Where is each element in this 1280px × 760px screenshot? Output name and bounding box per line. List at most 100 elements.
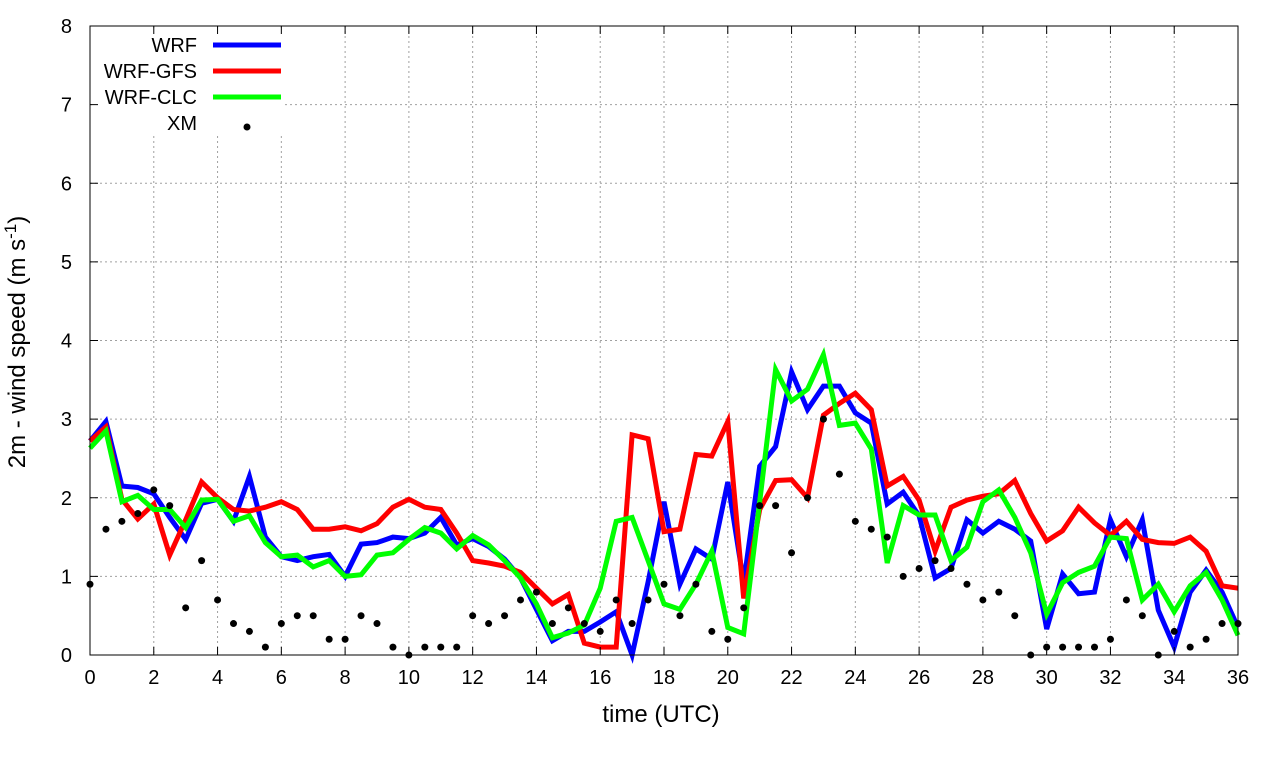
data-point-xm <box>772 502 780 510</box>
series-line-wrf-clc <box>88 346 1241 641</box>
x-tick-label: 28 <box>972 667 994 689</box>
data-point-xm <box>1186 643 1194 651</box>
x-tick-label: 4 <box>212 667 223 689</box>
legend-label-wrf-gfs: WRF-GFS <box>104 61 197 83</box>
series-layer <box>86 346 1242 664</box>
x-tick-label: 30 <box>1036 667 1058 689</box>
data-point-xm <box>293 612 301 620</box>
y-tick-label: 8 <box>61 16 72 38</box>
data-point-xm <box>644 596 652 604</box>
x-tick-label: 36 <box>1227 667 1249 689</box>
x-tick-label: 8 <box>340 667 351 689</box>
data-point-xm <box>1075 643 1083 651</box>
data-point-xm <box>437 643 445 651</box>
data-point-xm <box>756 502 764 510</box>
data-point-xm <box>1059 643 1067 651</box>
data-point-xm <box>788 549 796 557</box>
data-point-xm <box>867 525 875 533</box>
legend: WRF WRF-GFS WRF-CLC XM <box>92 28 282 136</box>
data-point-xm <box>1138 612 1146 620</box>
data-point-xm <box>979 596 987 604</box>
data-point-xm <box>628 620 636 628</box>
x-tick-label: 20 <box>717 667 739 689</box>
data-point-xm <box>309 612 317 620</box>
x-tick-label: 12 <box>462 667 484 689</box>
data-point-xm <box>995 588 1003 596</box>
data-point-xm <box>150 486 158 494</box>
data-point-xm <box>453 643 461 651</box>
data-point-xm <box>118 517 126 525</box>
y-tick-label: 5 <box>61 252 72 274</box>
data-point-xm <box>660 580 668 588</box>
data-point-xm <box>214 596 222 604</box>
legend-label-wrf: WRF <box>151 35 197 57</box>
x-tick-label: 26 <box>908 667 930 689</box>
y-axis-title: 2m - wind speed (m s-1) <box>1 216 31 469</box>
data-point-xm <box>1218 620 1226 628</box>
data-point-xm <box>230 620 237 628</box>
grid <box>90 26 1238 655</box>
y-axis-title-close: ) <box>4 216 31 224</box>
data-point-xm <box>676 612 684 620</box>
data-point-xm <box>261 643 269 651</box>
x-axis-title: time (UTC) <box>602 701 719 728</box>
data-point-xm <box>1011 612 1019 620</box>
y-tick-label: 7 <box>61 95 72 117</box>
x-tick-label: 6 <box>276 667 287 689</box>
data-point-xm <box>804 494 811 502</box>
y-tick-label: 6 <box>61 173 72 195</box>
x-tick-label: 22 <box>780 667 802 689</box>
y-tick-label: 4 <box>61 331 72 353</box>
data-point-xm <box>883 533 891 541</box>
data-point-xm <box>740 604 748 612</box>
data-point-xm <box>1170 627 1178 635</box>
legend-label-wrf-clc: WRF-CLC <box>105 87 197 109</box>
data-point-xm <box>1122 596 1130 604</box>
data-point-xm <box>134 509 142 517</box>
data-point-xm <box>851 517 859 525</box>
data-point-xm <box>373 620 381 628</box>
data-point-xm <box>708 627 716 635</box>
data-point-xm <box>469 612 477 620</box>
x-tick-label: 2 <box>148 667 159 689</box>
data-point-xm <box>389 643 397 651</box>
x-tick-label: 16 <box>589 667 611 689</box>
data-point-xm <box>485 620 493 628</box>
legend-label-xm: XM <box>167 113 197 135</box>
data-point-xm <box>341 635 349 643</box>
data-point-xm <box>532 588 540 596</box>
y-axis-title-main: 2m - wind speed (m s <box>4 239 31 468</box>
x-tick-label: 0 <box>84 667 95 689</box>
data-point-xm <box>947 565 955 573</box>
series-line-wrf-gfs <box>88 389 1239 650</box>
data-point-xm <box>915 565 923 573</box>
data-point-xm <box>899 572 907 580</box>
x-tick-label: 34 <box>1163 667 1185 689</box>
data-point-xm <box>1202 635 1210 643</box>
data-point-xm <box>182 604 190 612</box>
data-point-xm <box>1106 635 1114 643</box>
data-point-xm <box>501 612 509 620</box>
data-point-xm <box>198 557 206 565</box>
y-axis-title-superscript: -1 <box>1 224 20 239</box>
legend-swatch-xm <box>243 123 251 131</box>
data-point-xm <box>166 502 174 510</box>
axis-ticks: 0 2 4 6 8 10 12 14 16 18 20 22 24 26 28 30 32 34 360123456… <box>61 16 1249 689</box>
x-tick-label: 24 <box>844 667 866 689</box>
data-point-xm <box>596 627 604 635</box>
data-point-xm <box>931 557 939 565</box>
data-point-xm <box>517 596 524 604</box>
data-point-xm <box>1091 643 1098 651</box>
x-tick-label: 18 <box>653 667 675 689</box>
data-point-xm <box>564 604 572 612</box>
data-point-xm <box>102 525 110 533</box>
y-tick-label: 1 <box>61 566 72 588</box>
data-point-xm <box>548 620 556 628</box>
series-points-xm <box>86 415 1242 659</box>
data-point-xm <box>325 635 333 643</box>
y-tick-label: 0 <box>61 645 72 667</box>
x-tick-label: 10 <box>398 667 420 689</box>
data-point-xm <box>277 620 285 628</box>
